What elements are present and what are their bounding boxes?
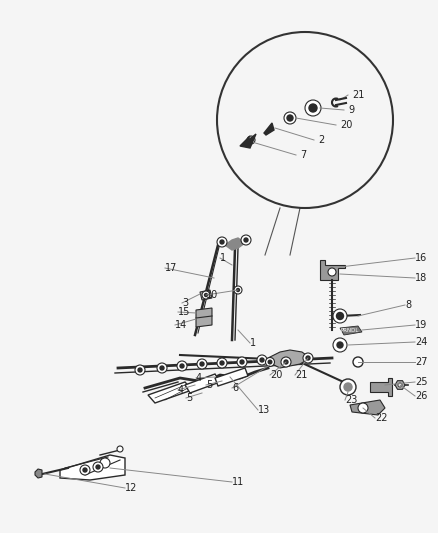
- Polygon shape: [268, 350, 310, 368]
- Circle shape: [303, 353, 313, 363]
- Polygon shape: [196, 308, 212, 327]
- Circle shape: [309, 104, 317, 112]
- Text: 4: 4: [178, 385, 184, 395]
- Circle shape: [287, 115, 293, 121]
- Circle shape: [305, 100, 321, 116]
- Circle shape: [353, 357, 363, 367]
- Circle shape: [333, 309, 347, 323]
- Circle shape: [240, 360, 244, 364]
- Circle shape: [328, 268, 336, 276]
- Text: 22: 22: [375, 413, 388, 423]
- Text: 25: 25: [415, 377, 427, 387]
- Circle shape: [220, 361, 224, 365]
- Polygon shape: [148, 382, 192, 403]
- Text: 26: 26: [415, 391, 427, 401]
- Circle shape: [336, 312, 343, 319]
- Circle shape: [247, 136, 255, 144]
- Circle shape: [180, 364, 184, 368]
- Polygon shape: [320, 260, 345, 280]
- Text: 13: 13: [258, 405, 270, 415]
- Polygon shape: [200, 290, 212, 300]
- Text: 1: 1: [220, 253, 226, 263]
- Circle shape: [117, 446, 123, 452]
- Text: 15: 15: [178, 307, 191, 317]
- Text: 18: 18: [415, 273, 427, 283]
- Circle shape: [160, 366, 164, 370]
- Circle shape: [340, 379, 356, 395]
- Circle shape: [217, 237, 227, 247]
- Circle shape: [220, 240, 224, 244]
- Polygon shape: [240, 134, 256, 148]
- Polygon shape: [185, 374, 220, 393]
- Text: 24: 24: [415, 337, 427, 347]
- Polygon shape: [225, 238, 245, 250]
- Circle shape: [244, 238, 248, 242]
- Text: 10: 10: [206, 290, 218, 300]
- Circle shape: [250, 139, 252, 141]
- Text: 3: 3: [182, 298, 188, 308]
- Circle shape: [93, 462, 103, 472]
- Circle shape: [157, 363, 167, 373]
- Circle shape: [284, 360, 288, 364]
- Text: 5: 5: [186, 393, 192, 403]
- Circle shape: [83, 468, 87, 472]
- Text: 20: 20: [270, 370, 283, 380]
- Circle shape: [344, 383, 352, 391]
- Circle shape: [237, 288, 240, 292]
- Circle shape: [265, 358, 275, 367]
- Text: 23: 23: [345, 395, 357, 405]
- Text: 2: 2: [318, 135, 324, 145]
- Text: 7: 7: [300, 150, 306, 160]
- Polygon shape: [35, 469, 42, 478]
- Polygon shape: [350, 400, 385, 415]
- Text: 5: 5: [206, 380, 212, 390]
- Circle shape: [260, 358, 264, 362]
- Text: 8: 8: [405, 300, 411, 310]
- Text: 12: 12: [125, 483, 138, 493]
- Circle shape: [284, 112, 296, 124]
- Text: 11: 11: [232, 477, 244, 487]
- Text: 4: 4: [196, 373, 202, 383]
- Polygon shape: [340, 326, 362, 335]
- Circle shape: [96, 465, 100, 469]
- Circle shape: [135, 365, 145, 375]
- Circle shape: [257, 355, 267, 365]
- Text: 19: 19: [415, 320, 427, 330]
- Circle shape: [241, 235, 251, 245]
- Circle shape: [138, 368, 142, 372]
- Polygon shape: [215, 368, 248, 386]
- Circle shape: [205, 294, 208, 296]
- Text: 16: 16: [415, 253, 427, 263]
- Circle shape: [333, 338, 347, 352]
- Text: 20: 20: [340, 120, 353, 130]
- Text: 21: 21: [352, 90, 364, 100]
- Circle shape: [337, 342, 343, 348]
- Text: 21: 21: [295, 370, 307, 380]
- Circle shape: [358, 403, 368, 413]
- Circle shape: [100, 458, 110, 468]
- Circle shape: [281, 357, 291, 367]
- Circle shape: [306, 356, 310, 360]
- Polygon shape: [60, 455, 125, 480]
- Circle shape: [202, 291, 210, 299]
- Circle shape: [217, 358, 227, 368]
- Circle shape: [80, 465, 90, 475]
- Text: PRNDL: PRNDL: [341, 327, 359, 333]
- Circle shape: [237, 357, 247, 367]
- Polygon shape: [395, 381, 405, 389]
- Circle shape: [268, 360, 272, 364]
- Circle shape: [200, 362, 204, 366]
- Polygon shape: [370, 378, 392, 396]
- Circle shape: [398, 383, 402, 387]
- Text: 1: 1: [250, 338, 256, 348]
- Circle shape: [197, 359, 207, 369]
- Text: 17: 17: [165, 263, 177, 273]
- Text: 6: 6: [232, 383, 238, 393]
- Text: 14: 14: [175, 320, 187, 330]
- Circle shape: [234, 286, 242, 294]
- Text: 9: 9: [348, 105, 354, 115]
- Polygon shape: [264, 123, 274, 135]
- Text: 27: 27: [415, 357, 427, 367]
- Circle shape: [177, 361, 187, 371]
